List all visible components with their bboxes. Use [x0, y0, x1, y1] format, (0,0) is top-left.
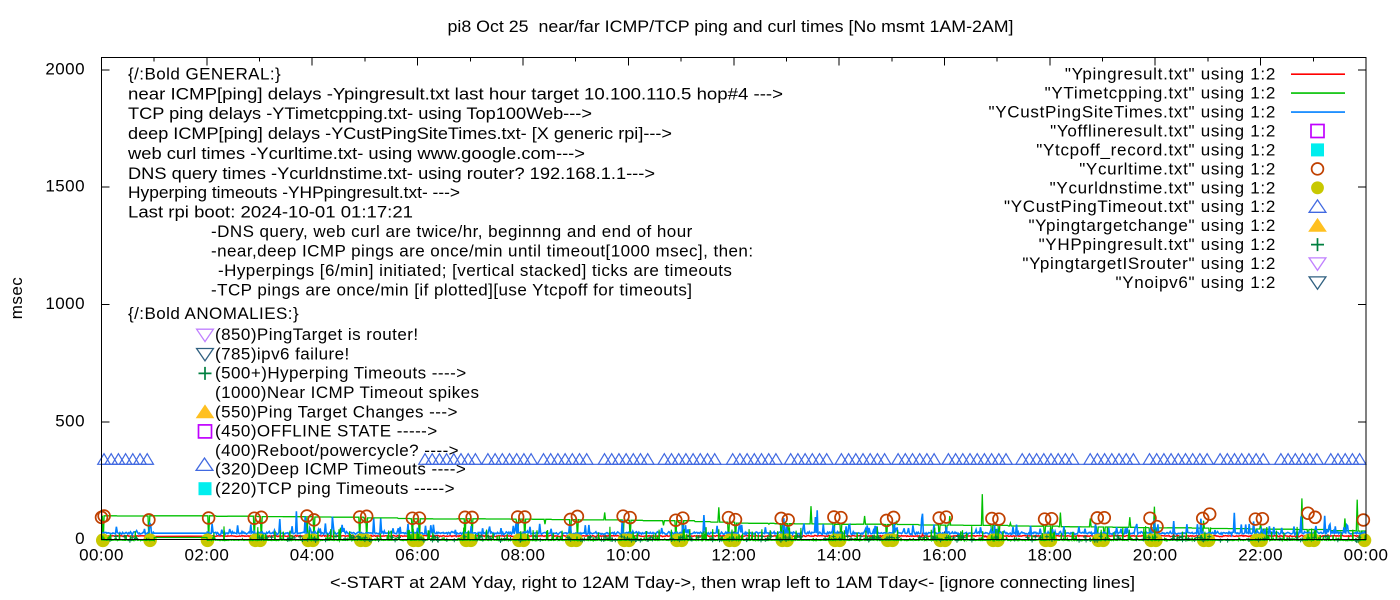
svg-text:22:00: 22:00 [1238, 546, 1283, 565]
svg-text:-near,deep ICMP pings are once: -near,deep ICMP pings are once/min until… [211, 242, 754, 261]
svg-text:(500+)Hyperping Timeouts ---->: (500+)Hyperping Timeouts ----> [215, 364, 467, 383]
svg-text:-Hyperpings [6/min] initiated;: -Hyperpings [6/min] initiated; [vertical… [218, 261, 732, 280]
svg-text:14:00: 14:00 [817, 546, 862, 565]
svg-text:"Ypingtargetchange" using 1:2: "Ypingtargetchange" using 1:2 [1028, 216, 1276, 235]
svg-text:"YCustPingTimeout.txt" using 1: "YCustPingTimeout.txt" using 1:2 [1004, 197, 1276, 216]
svg-text:"Ytcpoff_record.txt" using 1:2: "Ytcpoff_record.txt" using 1:2 [1036, 140, 1276, 159]
svg-text:02:00: 02:00 [185, 546, 230, 565]
svg-text:"YpingtargetISrouter" using 1:: "YpingtargetISrouter" using 1:2 [1022, 254, 1276, 273]
svg-text:near ICMP[ping] delays -Ypingr: near ICMP[ping] delays -Ypingresult.txt … [128, 85, 783, 104]
svg-text:500: 500 [55, 412, 85, 431]
svg-text:deep ICMP[ping] delays -YCustP: deep ICMP[ping] delays -YCustPingSiteTim… [128, 124, 672, 143]
svg-text:1000: 1000 [45, 294, 85, 313]
svg-text:(550)Ping Target Changes --->: (550)Ping Target Changes ---> [215, 402, 458, 421]
svg-text:{/:Bold ANOMALIES:}: {/:Bold ANOMALIES:} [128, 304, 299, 323]
svg-text:0: 0 [75, 529, 85, 548]
svg-text:20:00: 20:00 [1133, 546, 1178, 565]
svg-text:"YCustPingSiteTimes.txt" using: "YCustPingSiteTimes.txt" using 1:2 [988, 103, 1276, 122]
svg-text:(850)PingTarget is router!: (850)PingTarget is router! [215, 325, 419, 344]
svg-text:1500: 1500 [45, 177, 85, 196]
svg-text:18:00: 18:00 [1028, 546, 1073, 565]
svg-text:-TCP pings are once/min [if pl: -TCP pings are once/min [if plotted][use… [211, 280, 692, 299]
svg-text:"Yofflineresult.txt" using 1:2: "Yofflineresult.txt" using 1:2 [1050, 122, 1276, 141]
svg-text:2000: 2000 [45, 59, 85, 78]
svg-text:(220)TCP ping Timeouts ----->: (220)TCP ping Timeouts -----> [215, 479, 455, 498]
svg-text:00:00: 00:00 [79, 546, 124, 565]
svg-text:10:00: 10:00 [606, 546, 651, 565]
svg-text:(400)Reboot/powercycle? ---->: (400)Reboot/powercycle? ----> [215, 441, 459, 460]
svg-text:TCP ping delays -YTimetcpping.: TCP ping delays -YTimetcpping.txt- using… [128, 104, 592, 123]
svg-text:(450)OFFLINE STATE ----->: (450)OFFLINE STATE -----> [215, 422, 438, 441]
svg-text:12:00: 12:00 [711, 546, 756, 565]
svg-text:(1000)Near ICMP Timeout spikes: (1000)Near ICMP Timeout spikes [215, 383, 480, 402]
svg-text:04:00: 04:00 [290, 546, 335, 565]
svg-text:Last rpi boot: 2024-10-01 01:1: Last rpi boot: 2024-10-01 01:17:21 [128, 203, 413, 222]
svg-text:(320)Deep ICMP Timeouts ---->: (320)Deep ICMP Timeouts ----> [215, 460, 466, 479]
svg-text:msec: msec [7, 277, 26, 319]
svg-text:00:00: 00:00 [1344, 546, 1389, 565]
svg-text:<-START at 2AM Yday, right to: <-START at 2AM Yday, right to 12AM Tday-… [330, 573, 1135, 592]
svg-text:"Ypingresult.txt" using 1:2: "Ypingresult.txt" using 1:2 [1065, 65, 1276, 84]
svg-text:pi8 Oct 25 near/far ICMP/TCP: pi8 Oct 25 near/far ICMP/TCP ping and cu… [448, 17, 1014, 36]
svg-text:"YTimetcpping.txt" using 1:2: "YTimetcpping.txt" using 1:2 [1045, 84, 1276, 103]
svg-text:"YHPpingresult.txt" using 1:2: "YHPpingresult.txt" using 1:2 [1039, 235, 1276, 254]
svg-text:web curl times -Ycurltime.txt-: web curl times -Ycurltime.txt- using www… [127, 144, 585, 163]
svg-text:{/:Bold GENERAL:}: {/:Bold GENERAL:} [128, 64, 281, 83]
svg-text:08:00: 08:00 [501, 546, 546, 565]
svg-text:16:00: 16:00 [922, 546, 967, 565]
svg-text:"Ynoipv6" using 1:2: "Ynoipv6" using 1:2 [1115, 273, 1276, 292]
svg-text:06:00: 06:00 [395, 546, 440, 565]
svg-text:"Ycurltime.txt" using 1:2: "Ycurltime.txt" using 1:2 [1079, 159, 1276, 178]
svg-text:Hyperping timeouts -YHPpingres: Hyperping timeouts -YHPpingresult.txt- -… [128, 183, 460, 202]
svg-text:DNS query times -Ycurldnstime.: DNS query times -Ycurldnstime.txt- using… [128, 164, 655, 183]
svg-text:"Ycurldnstime.txt" using 1:2: "Ycurldnstime.txt" using 1:2 [1050, 178, 1276, 197]
svg-text:-DNS query, web curl are twice: -DNS query, web curl are twice/hr, begin… [211, 222, 693, 241]
svg-text:(785)ipv6 failure!: (785)ipv6 failure! [215, 344, 350, 363]
